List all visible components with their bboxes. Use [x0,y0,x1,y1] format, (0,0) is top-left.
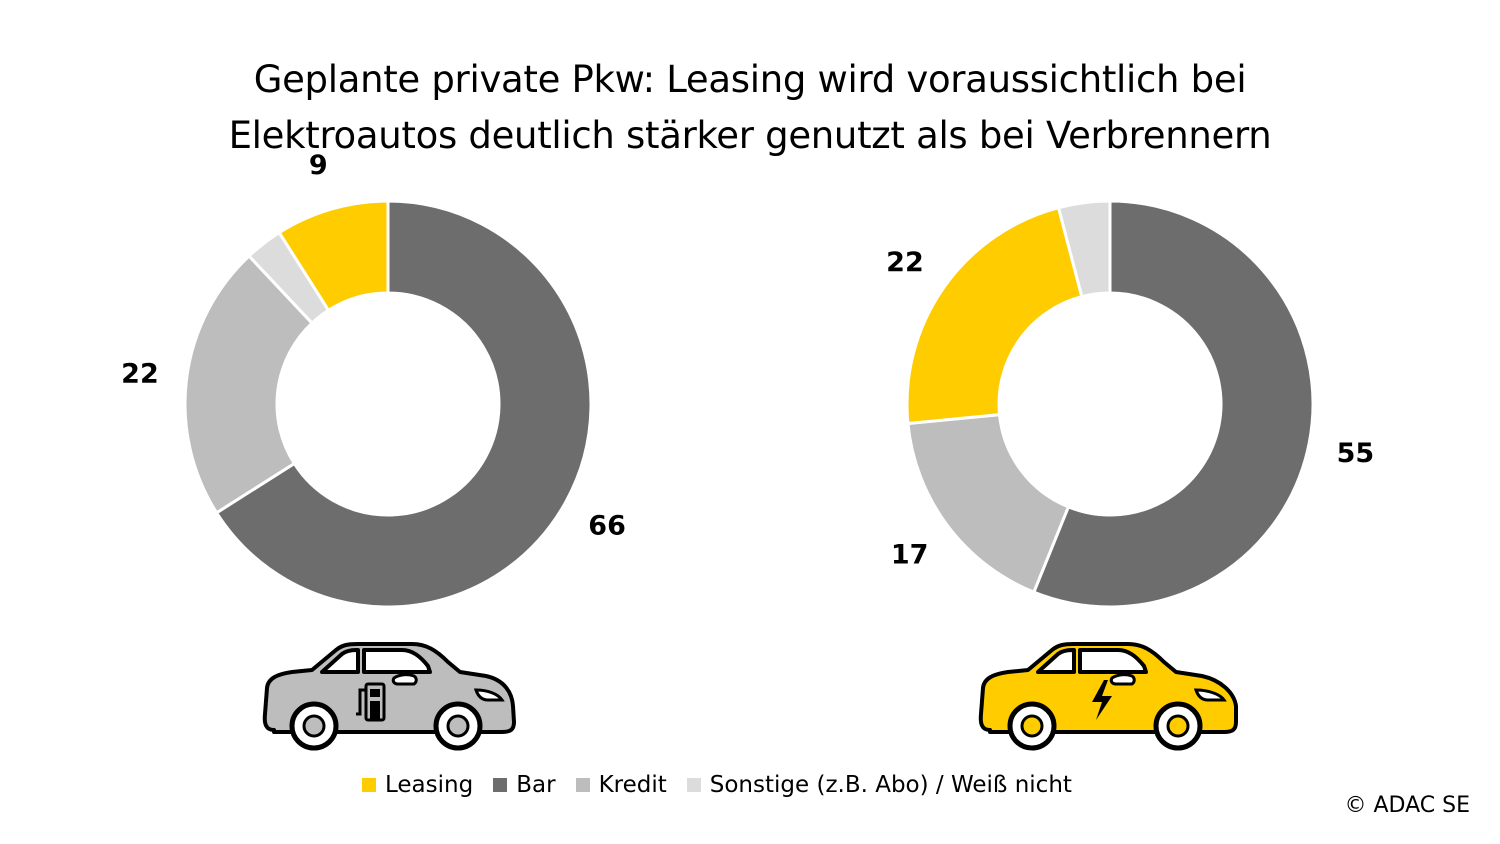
donut-slice-combustion-leasing [277,199,390,313]
legend-label-kredit: Kredit [598,772,667,798]
donut-chart-combustion: 66 22 9 [121,150,626,609]
combustion-car-icon [262,642,516,751]
donut-slice-combustion-bar [214,199,593,609]
legend-swatch-sonstige [686,778,701,792]
donut-slice-electric-sonstige [1056,199,1112,299]
legend-swatch-kredit [575,778,590,792]
data-label-electric-leasing: 22 [886,247,924,278]
fuel-pump-icon [356,682,386,722]
data-label-electric-bar: 55 [1337,438,1375,469]
copyright: © ADAC SE [1344,793,1470,818]
data-label-electric-kredit: 17 [891,540,929,571]
data-label-combustion-kredit: 22 [121,359,159,390]
legend: Leasing Bar Kredit Sonstige (z.B. Abo) /… [362,772,1092,798]
legend-swatch-bar [493,778,508,792]
chart-title: Geplante private Pkw: Leasing wird vorau… [0,52,1500,164]
lightning-bolt-icon [1092,680,1112,720]
donut-chart-electric: 55 17 22 [886,199,1375,609]
donut-slice-electric-leasing [905,205,1084,426]
legend-item-bar: Bar [493,772,556,798]
electric-car-icon [978,642,1238,751]
data-label-combustion-bar: 66 [588,510,626,541]
legend-label-bar: Bar [516,772,556,798]
legend-item-sonstige: Sonstige (z.B. Abo) / Weiß nicht [686,772,1072,798]
chart-title-line-2: Elektroautos deutlich stärker genutzt al… [228,114,1272,157]
legend-swatch-leasing [362,778,376,792]
legend-label-sonstige: Sonstige (z.B. Abo) / Weiß nicht [709,772,1072,798]
chart-title-line-1: Geplante private Pkw: Leasing wird vorau… [253,58,1247,101]
data-label-combustion-leasing: 9 [309,150,328,181]
donut-slice-electric-kredit [906,413,1071,595]
legend-item-kredit: Kredit [575,772,667,798]
legend-label-leasing: Leasing [385,772,474,798]
donut-slice-combustion-kredit [183,253,315,515]
legend-item-leasing: Leasing [362,772,473,798]
donut-slice-electric-bar [1031,199,1315,609]
